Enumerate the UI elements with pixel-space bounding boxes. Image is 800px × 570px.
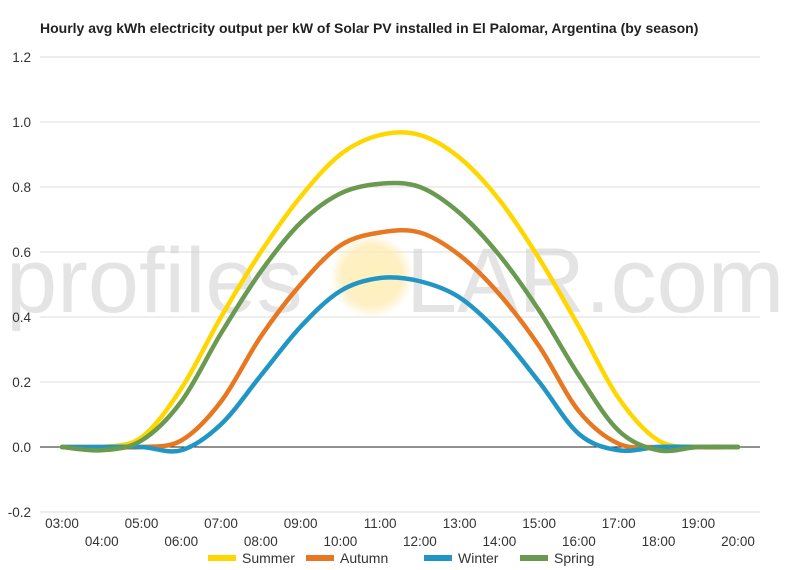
legend-label: Autumn <box>340 550 388 566</box>
y-tick-label: 1.2 <box>12 50 31 65</box>
x-tick-label: 16:00 <box>562 534 596 549</box>
y-tick-label: 0.0 <box>12 440 31 455</box>
x-tick-label: 04:00 <box>85 534 119 549</box>
legend-item-winter: Winter <box>424 550 499 566</box>
legend-item-summer: Summer <box>208 550 295 566</box>
x-tick-label: 19:00 <box>681 516 715 531</box>
x-tick-label: 05:00 <box>125 516 159 531</box>
legend-item-autumn: Autumn <box>306 550 388 566</box>
y-axis-ticks: -0.2 0.0 0.2 0.4 0.6 0.8 1.0 1.2 <box>8 50 32 520</box>
x-tick-label: 09:00 <box>284 516 318 531</box>
x-tick-label: 20:00 <box>721 534 755 549</box>
legend-swatch <box>424 555 452 561</box>
x-tick-label: 06:00 <box>164 534 198 549</box>
chart-title: Hourly avg kWh electricity output per kW… <box>40 20 698 36</box>
x-tick-label: 12:00 <box>403 534 437 549</box>
legend: Summer Autumn Winter Spring <box>208 550 594 566</box>
legend-label: Spring <box>554 550 594 566</box>
watermark-sun-icon <box>330 234 414 318</box>
legend-label: Summer <box>242 550 295 566</box>
series-line-summer <box>59 130 741 450</box>
x-tick-label: 10:00 <box>323 534 357 549</box>
series-line-spring <box>59 180 741 454</box>
legend-swatch <box>208 555 236 561</box>
y-tick-label: 0.6 <box>12 245 31 260</box>
series-line-autumn <box>59 228 741 450</box>
watermark: profiles LAR.com <box>6 230 784 332</box>
series-layer <box>59 130 741 454</box>
x-tick-label: 18:00 <box>642 534 676 549</box>
x-tick-label: 15:00 <box>522 516 556 531</box>
watermark-text-left: profiles <box>6 230 303 332</box>
x-tick-label: 07:00 <box>204 516 238 531</box>
series-line-winter <box>59 275 741 454</box>
x-tick-label: 13:00 <box>443 516 477 531</box>
x-axis-ticks: 03:00 04:00 05:00 06:00 07:00 08:00 09:00 10:00… <box>45 516 755 549</box>
x-tick-label: 11:00 <box>364 516 397 531</box>
legend-swatch <box>306 555 334 561</box>
y-tick-label: 1.0 <box>12 115 31 130</box>
watermark-text-right: LAR.com <box>406 230 784 332</box>
legend-swatch <box>520 555 548 561</box>
legend-label: Winter <box>458 550 499 566</box>
x-tick-label: 17:00 <box>602 516 636 531</box>
legend-item-spring: Spring <box>520 550 594 566</box>
x-tick-label: 03:00 <box>45 516 79 531</box>
y-tick-label: -0.2 <box>8 505 31 520</box>
x-tick-label: 08:00 <box>244 534 278 549</box>
y-tick-label: 0.4 <box>12 310 31 325</box>
y-tick-label: 0.8 <box>12 180 31 195</box>
x-tick-label: 14:00 <box>483 534 517 549</box>
y-tick-label: 0.2 <box>12 375 31 390</box>
